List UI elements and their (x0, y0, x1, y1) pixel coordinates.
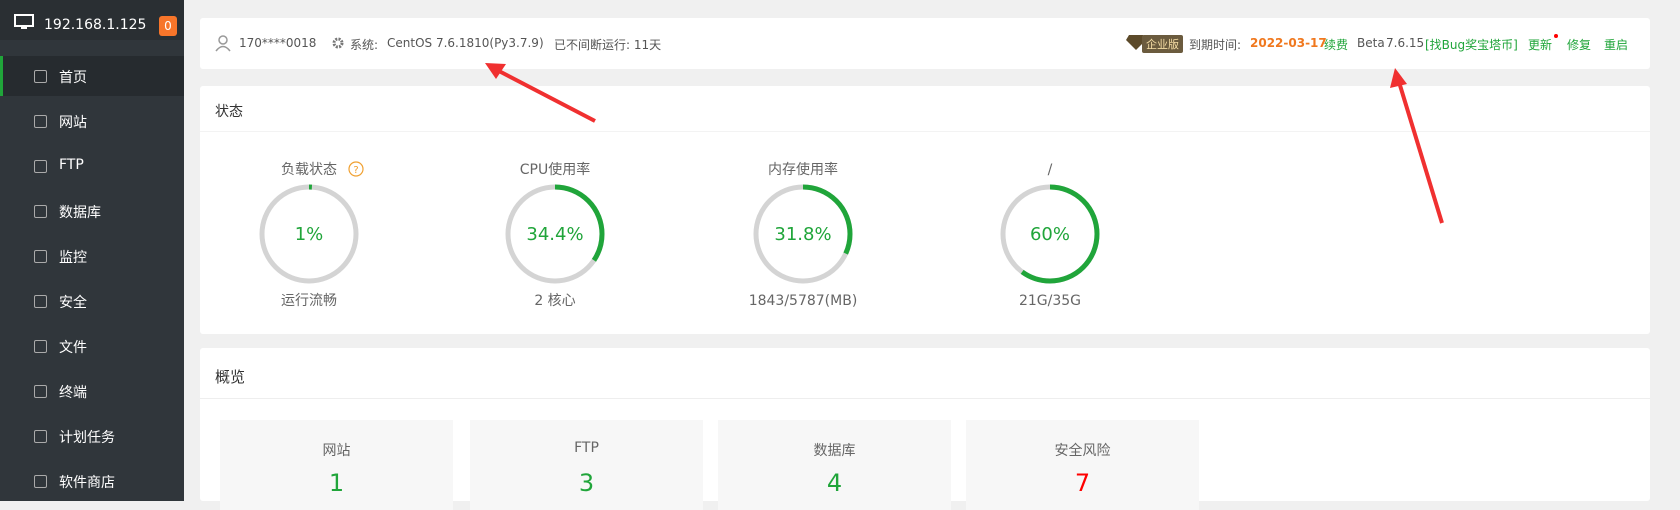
menu-item[interactable]: 计划任务 (59, 430, 115, 446)
gauges: 负载状态 ? 1% 运行流畅 CPU使用率 34.4% 2 核心 内存使用率 31.8% 1843… (259, 161, 1100, 309)
renew-link[interactable]: 续费 (1324, 38, 1349, 52)
menu-item[interactable]: 安全 (59, 295, 87, 311)
gauge-arc (1000, 184, 1100, 284)
expire-label: 到期时间: (1189, 38, 1242, 52)
version: 7.6.15 (1386, 36, 1425, 50)
menu-item[interactable]: 网站 (59, 115, 87, 131)
menu-item[interactable]: 数据库 (59, 205, 101, 221)
diamond-icon (1126, 35, 1146, 50)
gauge-caption: 运行流畅 (281, 293, 337, 309)
host: 192.168.1.125 (44, 17, 147, 33)
uptime: 已不间断运行: 11天 (554, 38, 662, 52)
divider (200, 131, 1650, 132)
menu-icon (34, 295, 47, 308)
gauge-arc (259, 184, 359, 284)
gauge-value: 1% (295, 224, 324, 245)
overview-card: 概览 网站 1 FTP 3 数据库 4 安全风险 7 (200, 348, 1650, 510)
gauge-caption: 2 核心 (534, 293, 575, 309)
gauge-value: 60% (1030, 224, 1070, 245)
monitor-icon (14, 14, 34, 29)
menu-item[interactable]: 首页 (59, 70, 87, 86)
sidebar: 192.168.1.125 0 首页网站 FTP 数据库监控安全文件终端计划任务软件… (0, 0, 184, 501)
host-bar (0, 0, 184, 40)
repair-link[interactable]: 修复 (1567, 38, 1592, 52)
tile-label: 网站 (322, 443, 351, 459)
expire-date: 2022-03-17 (1250, 36, 1327, 50)
menu-item[interactable]: 终端 (59, 385, 87, 401)
gauge-title: 内存使用率 (768, 161, 838, 178)
update-dot (1554, 34, 1558, 38)
gauge-title: 负载状态 (281, 162, 337, 178)
overview-tile[interactable]: 安全风险 7 (966, 420, 1199, 510)
menu-item[interactable]: 文件 (59, 340, 87, 356)
help-mark: ? (353, 165, 358, 176)
beta: Beta (1357, 36, 1385, 50)
restart-link[interactable]: 重启 (1604, 38, 1629, 52)
edition: 企业版 (1142, 35, 1183, 53)
tile-label: FTP (574, 440, 599, 456)
update-link[interactable]: 更新 (1528, 38, 1553, 52)
gauge-value: 34.4% (526, 224, 583, 245)
menu-icon (34, 340, 47, 353)
system-label: 系统: (350, 38, 379, 52)
arrow-head (1390, 68, 1407, 88)
menu-icon (34, 475, 47, 488)
tile-value: 7 (1074, 469, 1091, 497)
gauge-value: 31.8% (774, 224, 831, 245)
overview-tile[interactable]: 网站 1 (220, 420, 453, 510)
bug-link[interactable]: [找Bug奖宝塔币] (1425, 38, 1518, 52)
user: 170****0018 (239, 36, 317, 50)
badge[interactable]: 0 (159, 16, 177, 36)
overview-tile[interactable]: FTP 3 (470, 420, 703, 510)
menu-icon (34, 385, 47, 398)
divider (200, 398, 1650, 399)
status-card: 状态 负载状态? 1% 运行流畅 CPU使用率 34.4% 2 核心 内存使用率 31.8% 1… (200, 86, 1650, 334)
tile-value: 3 (578, 469, 595, 497)
gauge-arc (505, 184, 605, 284)
menu-active (0, 56, 184, 96)
overview-title: 概览 (215, 368, 246, 386)
gear-icon (332, 37, 344, 49)
menu-item[interactable]: 软件商店 (59, 475, 115, 491)
menu-item[interactable]: FTP (59, 157, 84, 173)
gauge-caption: 1843/5787(MB) (749, 293, 858, 309)
menu-icon (34, 70, 47, 83)
tile-value: 4 (826, 469, 843, 497)
menu-icon (34, 160, 47, 173)
status-title: 状态 (215, 104, 243, 120)
gauge-title: / (1048, 162, 1053, 178)
gauge-caption: 21G/35G (1019, 293, 1081, 309)
help-icon[interactable] (348, 161, 364, 177)
gauge-arc (753, 184, 853, 284)
system: CentOS 7.6.1810(Py3.7.9) (387, 36, 544, 50)
user-icon (215, 35, 231, 52)
tile-label: 数据库 (813, 443, 856, 459)
menu-icon (34, 250, 47, 263)
menu-icon (34, 205, 47, 218)
gauge-title: CPU使用率 (520, 161, 590, 178)
overview-tile[interactable]: 数据库 4 (718, 420, 951, 510)
menu-icon (34, 115, 47, 128)
menu-item[interactable]: 监控 (59, 250, 87, 266)
header-card: 170****0018 系统: CentOS 7.6.1810(Py3.7.9)… (200, 18, 1650, 69)
menu-icon (34, 430, 47, 443)
tile-label: 安全风险 (1054, 443, 1111, 459)
tile-value: 1 (328, 469, 345, 497)
